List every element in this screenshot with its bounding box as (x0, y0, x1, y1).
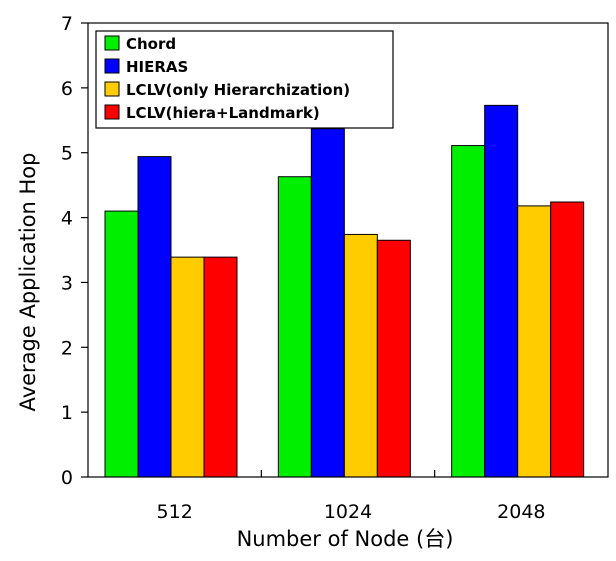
bar-chord-2048 (451, 145, 486, 478)
bar-hieras-1024 (310, 128, 345, 478)
y-tick-label: 5 (61, 143, 73, 165)
y-tick-label: 0 (61, 467, 73, 489)
bar-lclv-hiera-landmark--2048 (550, 201, 585, 478)
y-tick-label: 6 (61, 78, 73, 100)
y-tick-label: 4 (61, 208, 73, 230)
plot-frame (87, 22, 609, 478)
legend-label: LCLV(hiera+Landmark) (126, 104, 320, 122)
bar-lclv-hiera-landmark--1024 (376, 239, 411, 478)
y-axis-title: Average Application Hop (16, 153, 40, 412)
bar-chord-1024 (277, 176, 312, 478)
legend: Chord HIERAS LCLV(only Hierarchization) LCL… (95, 30, 394, 129)
y-tick-label: 7 (61, 13, 73, 35)
bar-lclv-only-hierarchization--1024 (343, 233, 378, 478)
bars (104, 104, 585, 478)
legend-label: HIERAS (126, 58, 188, 76)
bar-chord-512 (104, 210, 139, 478)
legend-label: Chord (126, 35, 176, 53)
bar-lclv-only-hierarchization--2048 (517, 205, 552, 478)
bar-lclv-only-hierarchization--512 (170, 256, 205, 478)
legend-swatch (104, 104, 120, 120)
y-ticks: 0 1 2 3 4 5 6 7 (61, 13, 88, 489)
bar-lclv-hiera-landmark--512 (203, 256, 238, 478)
x-tick-label: 512 (157, 501, 193, 523)
bar-hieras-2048 (484, 104, 519, 478)
x-tick-label: 1024 (324, 501, 372, 523)
legend-swatch (104, 58, 120, 74)
legend-swatch (104, 81, 120, 97)
axes (87, 22, 609, 478)
legend-box (95, 30, 394, 129)
x-tick-label: 2048 (497, 501, 545, 523)
y-tick-label: 3 (61, 272, 73, 294)
y-tick-label: 2 (61, 337, 73, 359)
y-tick-label: 1 (61, 402, 73, 424)
x-axis-title: Number of Node (台) (237, 527, 454, 551)
x-ticks: 512 1024 2048 (157, 470, 546, 523)
legend-swatch (104, 35, 120, 51)
bar-hieras-512 (137, 156, 172, 478)
legend-label: LCLV(only Hierarchization) (126, 81, 350, 99)
